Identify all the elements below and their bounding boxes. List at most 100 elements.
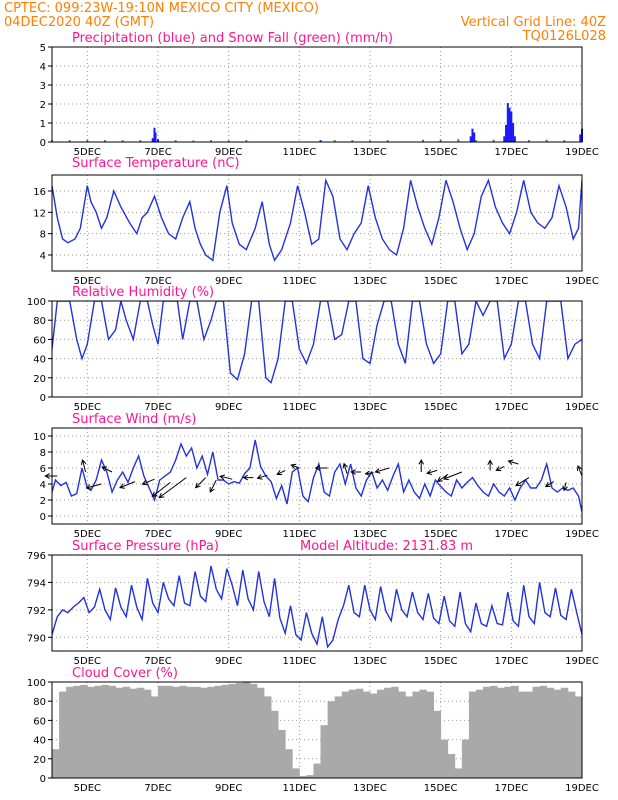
precip-bar xyxy=(579,134,582,142)
cloud-bar xyxy=(115,687,124,778)
panel-0: 5DEC 7DEC 9DEC 11DEC 13DEC 15DEC 17DEC 19DEC 0 1 2… xyxy=(40,43,599,158)
cloud-bar xyxy=(370,693,378,778)
snow-bar xyxy=(369,140,371,142)
x-tick-label: 11DEC xyxy=(282,783,316,794)
cloud-bar xyxy=(483,686,491,778)
y-tick-label: 20 xyxy=(33,755,46,766)
x-tick-label: 5DEC xyxy=(74,783,101,794)
y-tick-label: 80 xyxy=(33,697,46,708)
cloud-bar xyxy=(221,684,230,778)
cloud-bar xyxy=(454,768,463,778)
snow-bar xyxy=(121,140,124,142)
y-tick-label: 8 xyxy=(40,230,46,241)
cloud-bar xyxy=(546,687,555,778)
wind-arrow xyxy=(209,479,217,493)
panel-4: 5DEC 7DEC 9DEC 11DEC 13DEC 15DEC 17DEC 19DEC 790… xyxy=(27,551,599,667)
cloud-bar xyxy=(497,687,505,778)
panel-3: 5DEC 7DEC 9DEC 11DEC 13DEC 15DEC 17DEC 19DEC 0 2 4… xyxy=(33,427,599,540)
x-tick-label: 17DEC xyxy=(494,529,528,540)
x-tick-label: 13DEC xyxy=(353,276,387,287)
y-tick-label: 796 xyxy=(27,551,46,562)
x-tick-label: 7DEC xyxy=(144,529,171,540)
precip-bar xyxy=(469,136,472,142)
snow-bar xyxy=(192,140,195,142)
cloud-bar xyxy=(285,749,293,778)
y-tick-label: 10 xyxy=(33,432,46,443)
panel-frame xyxy=(51,174,583,272)
cloud-bar xyxy=(384,687,392,778)
precip-bar xyxy=(513,136,516,142)
x-tick-label: 15DEC xyxy=(424,783,458,794)
precip-bar xyxy=(153,127,156,142)
wind-arrow xyxy=(495,465,505,472)
cloud-bar xyxy=(511,685,519,778)
precip-bar xyxy=(506,103,509,142)
cloud-bar xyxy=(242,682,251,778)
precip-bar xyxy=(503,136,506,142)
cloud-bar xyxy=(214,685,223,778)
x-tick-label: 9DEC xyxy=(215,147,242,158)
cloud-bar xyxy=(560,687,569,778)
y-tick-label: 4 xyxy=(40,480,46,491)
wind-arrow xyxy=(44,473,58,479)
cloud-bar xyxy=(362,691,371,778)
wind-arrow xyxy=(436,473,449,482)
model-altitude: Model Altitude: 2131.83 m xyxy=(300,539,473,554)
pressure-title: Surface Pressure (hPa) xyxy=(72,539,219,554)
precip-bar xyxy=(505,124,508,142)
cloud-bar xyxy=(306,775,314,778)
wind-arrow xyxy=(256,474,268,480)
cloud-bar xyxy=(582,711,589,778)
x-tick-label: 17DEC xyxy=(494,147,528,158)
cloud-bar xyxy=(278,730,286,778)
y-tick-label: 790 xyxy=(27,633,46,644)
cloud-bar xyxy=(172,686,180,778)
cloud-bar xyxy=(299,776,307,778)
cloud-bar xyxy=(341,691,350,778)
panel-frame xyxy=(51,300,583,398)
snow-bar xyxy=(457,139,460,142)
x-tick-label: 9DEC xyxy=(215,276,242,287)
y-tick-label: 80 xyxy=(33,316,46,327)
cloud-bar xyxy=(567,691,576,778)
cloud-bar xyxy=(87,686,95,778)
wind-arrow xyxy=(426,469,438,475)
precip-bar xyxy=(471,128,474,142)
y-tick-label: 100 xyxy=(27,678,46,689)
wind-arrow xyxy=(418,458,425,472)
wind-arrow xyxy=(141,478,155,486)
cloud-bar xyxy=(108,685,117,778)
humidity-title: Relative Humidity (%) xyxy=(72,285,214,300)
x-tick-label: 19DEC xyxy=(565,276,599,287)
cloud-bar xyxy=(327,701,336,778)
panel-2: 5DEC 7DEC 9DEC 11DEC 13DEC 15DEC 17DEC 19DEC 0 20… xyxy=(27,297,599,413)
wind-arrow xyxy=(544,481,554,488)
snow-bar xyxy=(528,140,530,142)
x-tick-label: 17DEC xyxy=(494,656,528,667)
cloud-bar xyxy=(518,691,526,778)
x-tick-label: 7DEC xyxy=(144,147,171,158)
y-tick-label: 1 xyxy=(40,119,46,130)
cloud-bar xyxy=(405,696,413,778)
snow-bar xyxy=(86,139,89,142)
snow-bar xyxy=(245,140,248,142)
x-tick-label: 19DEC xyxy=(565,783,599,794)
cloud-bar xyxy=(122,686,131,778)
cloud-bar xyxy=(574,696,582,778)
precip-bar xyxy=(473,132,476,142)
snow-bar xyxy=(174,140,177,142)
x-tick-label: 15DEC xyxy=(424,656,458,667)
x-tick-label: 15DEC xyxy=(424,147,458,158)
cloud-bar xyxy=(468,691,477,778)
snow-bar xyxy=(210,140,212,142)
x-tick-label: 11DEC xyxy=(282,147,316,158)
wind-arrow xyxy=(314,465,328,471)
y-tick-label: 0 xyxy=(40,138,46,149)
x-tick-label: 19DEC xyxy=(565,529,599,540)
y-tick-label: 5 xyxy=(40,43,46,54)
wind-arrow xyxy=(576,465,583,477)
y-tick-label: 2 xyxy=(40,496,46,507)
panel-frame xyxy=(51,427,583,525)
y-tick-label: 0 xyxy=(40,774,46,785)
series-line xyxy=(52,301,582,384)
